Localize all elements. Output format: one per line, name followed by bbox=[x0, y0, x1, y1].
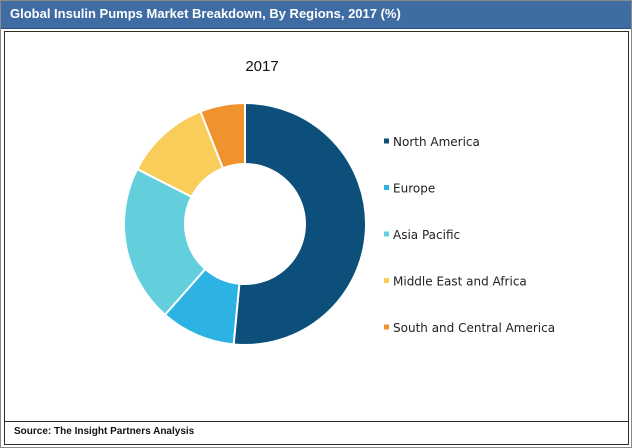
source-footer: Source: The Insight Partners Analysis bbox=[4, 422, 629, 445]
legend-label-north-america: North America bbox=[393, 135, 480, 149]
legend-label-middle-east-and-africa: Middle East and Africa bbox=[393, 275, 527, 289]
chart-legend: North America Europe Asia Pacific Middle Ea… bbox=[384, 135, 555, 335]
legend-label-south-and-central-america: South and Central America bbox=[393, 321, 555, 335]
legend-marker-south-and-central-america bbox=[384, 324, 389, 330]
donut-slices bbox=[123, 101, 367, 346]
legend-marker-middle-east-and-africa bbox=[384, 278, 389, 283]
source-note: Source: The Insight Partners Analysis bbox=[14, 426, 195, 437]
legend-marker-north-america bbox=[384, 138, 389, 144]
slice-asia-pacific bbox=[123, 167, 207, 317]
donut-chart: 2017 North America Europe Asia Pacific Midd… bbox=[123, 58, 555, 346]
chart-year-title: 2017 bbox=[245, 58, 278, 75]
chart-area: 2017 North America Europe Asia Pacific Midd… bbox=[4, 31, 629, 422]
legend-marker-europe bbox=[384, 185, 389, 190]
legend-label-europe: Europe bbox=[393, 182, 435, 196]
chart-header-title: Global Insulin Pumps Market Breakdown, B… bbox=[10, 6, 401, 21]
slice-north-america bbox=[232, 101, 367, 346]
slice-south-and-central-america bbox=[199, 101, 246, 170]
legend-label-asia-pacific: Asia Pacific bbox=[393, 228, 460, 242]
title-bar: Global Insulin Pumps Market Breakdown, B… bbox=[1, 1, 631, 29]
legend-marker-asia-pacific bbox=[384, 231, 389, 237]
